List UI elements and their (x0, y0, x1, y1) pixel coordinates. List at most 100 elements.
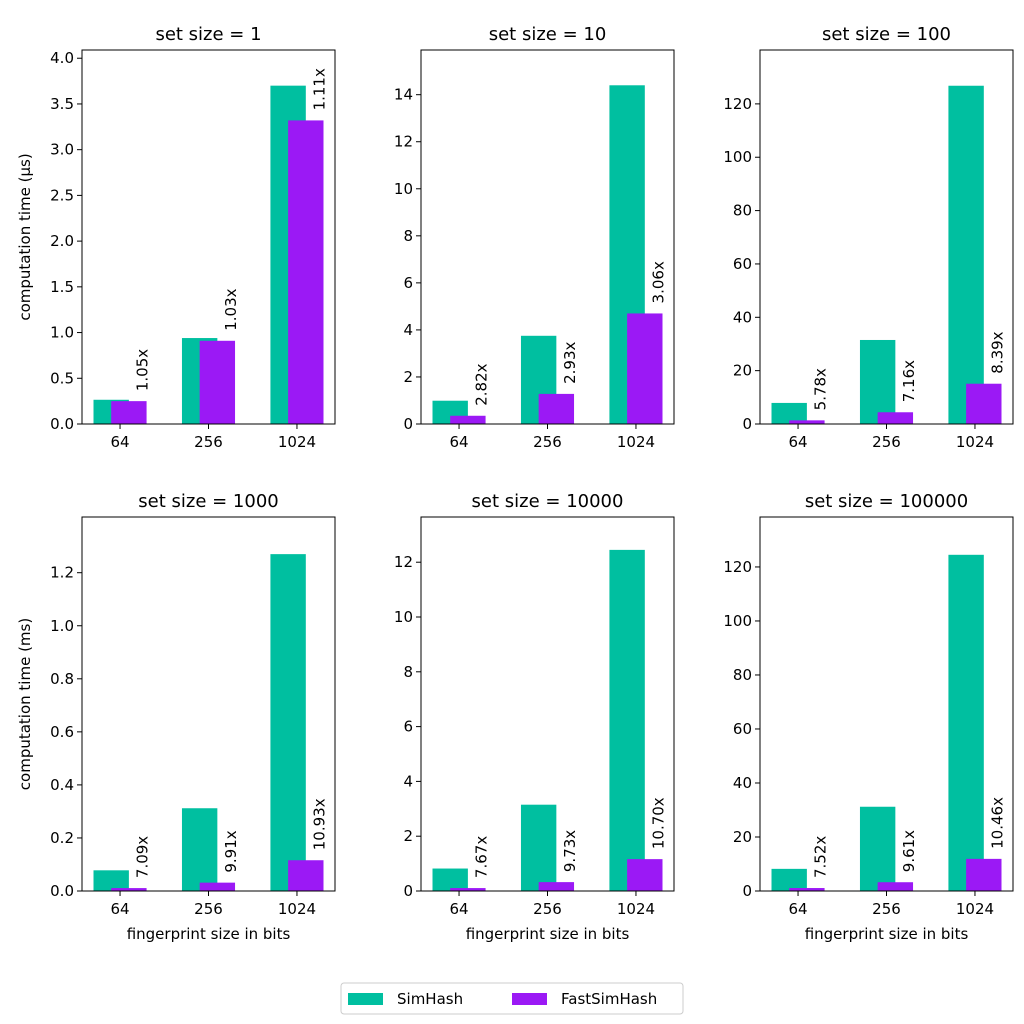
x-tick-label: 256 (872, 900, 901, 918)
y-tick-label: 100 (723, 148, 752, 166)
y-tick-label: 80 (733, 666, 752, 684)
x-axis-label: fingerprint size in bits (127, 925, 291, 943)
bar-fastsimhash (199, 882, 236, 891)
y-tick-label: 3.5 (50, 95, 74, 113)
y-tick-label: 3.0 (50, 141, 74, 159)
bar-simhash (432, 868, 468, 891)
y-tick-label: 0 (403, 882, 413, 900)
bar-fastsimhash (111, 401, 147, 424)
y-tick-label: 120 (723, 95, 752, 113)
y-tick-label: 2 (403, 827, 413, 845)
bar-simhash (859, 806, 896, 891)
y-tick-label: 12 (394, 553, 413, 571)
bar-simhash (181, 808, 218, 891)
bar-simhash (948, 554, 984, 891)
x-tick-label: 256 (533, 900, 562, 918)
x-tick-label: 256 (194, 433, 223, 451)
bar-fastsimhash (789, 888, 825, 891)
y-tick-label: 60 (733, 720, 752, 738)
x-tick-label: 64 (110, 900, 129, 918)
speedup-label: 9.73x (561, 830, 579, 872)
x-tick-label: 256 (533, 433, 562, 451)
x-tick-label: 256 (194, 900, 223, 918)
bar-fastsimhash (877, 882, 914, 891)
speedup-label: 7.67x (473, 836, 491, 878)
y-tick-label: 120 (723, 558, 752, 576)
y-tick-label: 0.5 (50, 369, 74, 387)
speedup-label: 3.06x (649, 261, 667, 303)
bar-simhash (520, 804, 557, 891)
x-tick-label: 1024 (278, 900, 316, 918)
x-axis-label: fingerprint size in bits (466, 925, 630, 943)
x-tick-label: 64 (788, 433, 807, 451)
speedup-label: 1.11x (310, 68, 328, 110)
subplot-title: set size = 10000 (472, 491, 624, 512)
x-tick-label: 1024 (956, 900, 994, 918)
x-tick-label: 1024 (278, 433, 316, 451)
x-tick-label: 1024 (956, 433, 994, 451)
speedup-label: 7.16x (900, 360, 918, 402)
bar-fastsimhash (627, 859, 663, 891)
subplot-title: set size = 100000 (805, 491, 968, 512)
y-tick-label: 20 (733, 828, 752, 846)
y-tick-label: 0 (742, 882, 752, 900)
bar-fastsimhash (111, 888, 147, 891)
speedup-label: 1.05x (134, 349, 152, 391)
y-tick-label: 4.0 (50, 49, 74, 67)
bar-simhash (948, 85, 984, 424)
subplot: set size = 1000 7.09x 9.91x 10.93x 0.0 0.2 0.4… (16, 491, 336, 943)
bar-fastsimhash (288, 860, 324, 891)
y-tick-label: 20 (733, 362, 752, 380)
speedup-label: 8.39x (988, 331, 1006, 373)
y-axis-label: computation time (µs) (16, 153, 34, 320)
y-tick-label: 2.5 (50, 186, 74, 204)
y-tick-label: 0.2 (50, 829, 74, 847)
y-tick-label: 1.0 (50, 617, 74, 635)
speedup-label: 10.46x (988, 797, 1006, 849)
speedup-label: 10.70x (649, 797, 667, 849)
y-tick-label: 1.2 (50, 564, 74, 582)
bar-fastsimhash (877, 412, 914, 424)
speedup-label: 7.09x (134, 836, 152, 878)
y-tick-label: 40 (733, 774, 752, 792)
legend-swatch-simhash (348, 993, 383, 1005)
y-tick-label: 0.0 (50, 882, 74, 900)
speedup-label: 9.91x (222, 830, 240, 872)
y-tick-label: 0 (403, 415, 413, 433)
subplot: set size = 100000 7.52x 9.61x 10.46x 0 20 40 60… (723, 491, 1014, 943)
bar-simhash (270, 554, 306, 891)
x-tick-label: 64 (110, 433, 129, 451)
bar-simhash (771, 402, 807, 424)
y-tick-label: 0.0 (50, 415, 74, 433)
y-tick-label: 6 (403, 718, 413, 736)
subplot-title: set size = 100 (822, 24, 951, 45)
y-tick-label: 60 (733, 255, 752, 273)
y-tick-label: 0.4 (50, 776, 74, 794)
subplot: set size = 10000 7.67x 9.73x 10.70x 0 2 4 6 8 10 1… (394, 491, 675, 943)
bar-fastsimhash (538, 882, 575, 891)
subplot-title: set size = 1000 (138, 491, 278, 512)
bar-fastsimhash (538, 393, 575, 424)
bar-fastsimhash (450, 415, 486, 424)
speedup-label: 2.82x (473, 363, 491, 405)
y-tick-label: 80 (733, 202, 752, 220)
y-tick-label: 1.0 (50, 324, 74, 342)
speedup-label: 5.78x (812, 368, 830, 410)
legend-label-simhash: SimHash (397, 990, 463, 1008)
x-axis-label: fingerprint size in bits (805, 925, 969, 943)
y-tick-label: 4 (403, 772, 413, 790)
y-tick-label: 0.6 (50, 723, 74, 741)
y-axis-label: computation time (ms) (16, 618, 34, 790)
x-tick-label: 1024 (617, 433, 655, 451)
bar-simhash (609, 549, 645, 891)
bar-simhash (771, 868, 807, 891)
legend: SimHash FastSimHash (340, 982, 684, 1015)
x-tick-label: 256 (872, 433, 901, 451)
y-tick-label: 10 (394, 180, 413, 198)
y-tick-label: 6 (403, 274, 413, 292)
subplot: set size = 10 2.82x 2.93x 3.06x 0 2 4 6 8 10 12 14 6… (394, 24, 675, 451)
speedup-label: 1.03x (222, 288, 240, 330)
x-tick-label: 64 (788, 900, 807, 918)
x-tick-label: 64 (449, 900, 468, 918)
y-tick-label: 0.8 (50, 670, 74, 688)
